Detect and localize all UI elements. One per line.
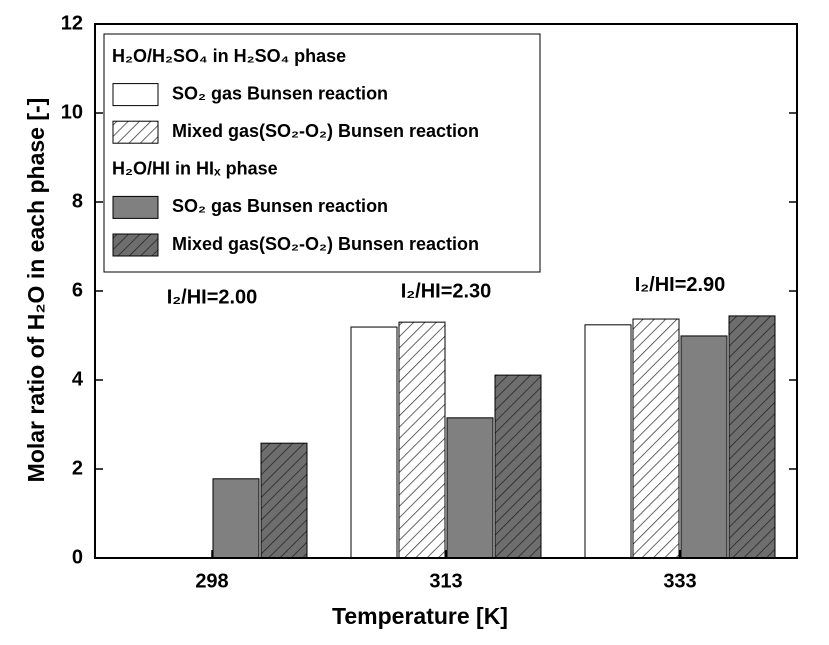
legend-label: Mixed gas(SO₂-O₂) Bunsen reaction: [172, 121, 479, 141]
bar: [350, 326, 398, 559]
legend-swatch: [112, 233, 159, 257]
bar: [398, 321, 446, 559]
y-tick-label: 0: [72, 546, 83, 568]
x-axis-title: Temperature [K]: [332, 603, 508, 629]
y-tick-label: 2: [72, 457, 83, 479]
legend-label: Mixed gas(SO₂-O₂) Bunsen reaction: [172, 234, 479, 254]
legend-swatch: [112, 83, 159, 107]
y-axis-title: Molar ratio of H₂O in each phase [-]: [23, 98, 49, 483]
annotation: I₂/HI=2.90: [635, 274, 726, 296]
legend-swatch: [112, 195, 159, 219]
bar: [680, 335, 728, 559]
y-tick-label: 12: [61, 12, 83, 34]
bar: [260, 442, 308, 559]
bar: [632, 318, 680, 559]
annotation: I₂/HI=2.00: [167, 286, 258, 308]
legend-label: SO₂ gas Bunsen reaction: [172, 196, 388, 216]
annotation: I₂/HI=2.30: [401, 280, 492, 302]
x-tick-label: 313: [429, 570, 462, 592]
legend-box: [103, 33, 541, 273]
y-tick-label: 8: [72, 190, 83, 212]
x-tick-label: 333: [663, 570, 696, 592]
bar: [446, 417, 494, 559]
bar: [494, 374, 542, 559]
legend-label: SO₂ gas Bunsen reaction: [172, 83, 388, 103]
legend-swatch: [112, 120, 159, 144]
bar: [728, 315, 776, 559]
legend-header: H₂O/H₂SO₄ in H₂SO₄ phase: [112, 46, 346, 66]
x-tick-label: 298: [195, 570, 228, 592]
y-tick-label: 4: [72, 368, 84, 390]
bar: [212, 478, 260, 559]
legend-header: H₂O/HI in HIₓ phase: [112, 159, 278, 179]
y-tick-label: 10: [61, 101, 83, 123]
y-tick-label: 6: [72, 279, 83, 301]
bar: [584, 324, 632, 559]
